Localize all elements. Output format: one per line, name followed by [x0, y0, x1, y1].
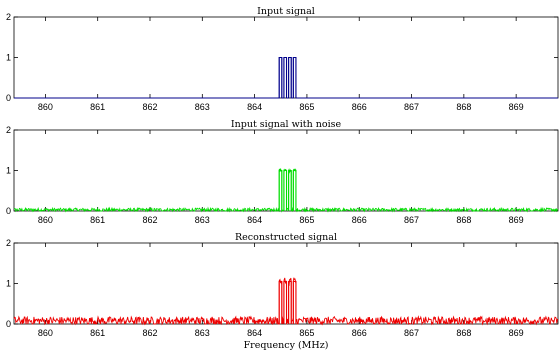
x-tick-label: 864	[247, 102, 262, 112]
x-tick-label: 863	[195, 102, 210, 112]
pulse-mark	[292, 280, 297, 324]
x-tick-label: 869	[509, 102, 524, 112]
subplot-title: Input signal	[257, 6, 315, 17]
x-tick-label: 864	[247, 328, 262, 338]
y-tick-label: 1	[6, 166, 11, 176]
x-tick-label: 866	[352, 102, 367, 112]
x-tick-label: 866	[352, 215, 367, 225]
subplot-1: Input signal 0 1 2 860 861 862 863 864 865 866 867 8…	[6, 6, 559, 112]
x-tick-label: 867	[404, 215, 419, 225]
x-tick-label: 867	[404, 328, 419, 338]
x-tick-label: 869	[509, 215, 524, 225]
x-tick-label: 869	[509, 328, 524, 338]
x-tick-label: 866	[352, 328, 367, 338]
x-tick-label: 861	[90, 215, 105, 225]
subplot-title: Input signal with noise	[231, 119, 342, 130]
x-tick-label: 863	[195, 215, 210, 225]
pulse-mark	[283, 56, 288, 98]
subplot-2: Input signal with noise 0 1 2 860 861 862 863 86…	[6, 119, 559, 225]
pulse-mark	[283, 169, 288, 211]
pulse-mark	[288, 56, 292, 98]
x-axis-label: Frequency (MHz)	[244, 340, 329, 351]
y-tick-label: 0	[6, 319, 11, 329]
x-tick-label: 868	[456, 215, 471, 225]
x-tick-label: 864	[247, 215, 262, 225]
x-tick-label: 860	[38, 102, 53, 112]
x-tick-label: 862	[142, 215, 157, 225]
subplot-3: Reconstructed signal 0 1 2 860 861 862 863 864 86…	[6, 232, 559, 338]
pulse-mark	[283, 280, 288, 324]
y-tick-label: 1	[6, 53, 11, 63]
pulse-mark	[292, 56, 297, 98]
x-tick-label: 865	[299, 328, 314, 338]
pulse-mark	[278, 56, 283, 98]
pulse-mark	[278, 280, 283, 324]
y-tick-label: 2	[6, 238, 11, 248]
pulse-mark	[288, 169, 292, 211]
x-tick-label: 867	[404, 102, 419, 112]
x-tick-label: 868	[456, 328, 471, 338]
y-tick-label: 0	[6, 206, 11, 216]
x-tick-label: 860	[38, 328, 53, 338]
y-tick-label: 2	[6, 125, 11, 135]
x-tick-label: 862	[142, 102, 157, 112]
x-tick-label: 861	[90, 102, 105, 112]
x-tick-label: 862	[142, 328, 157, 338]
x-tick-label: 865	[299, 102, 314, 112]
subplot-title: Reconstructed signal	[235, 232, 337, 243]
x-tick-label: 865	[299, 215, 314, 225]
y-tick-label: 1	[6, 279, 11, 289]
x-tick-label: 863	[195, 328, 210, 338]
y-tick-label: 0	[6, 93, 11, 103]
y-tick-label: 2	[6, 12, 11, 22]
x-tick-label: 861	[90, 328, 105, 338]
pulse-mark	[292, 169, 297, 211]
pulse-mark	[278, 169, 283, 211]
x-tick-label: 868	[456, 102, 471, 112]
x-tick-label: 860	[38, 215, 53, 225]
pulse-mark	[288, 280, 292, 324]
